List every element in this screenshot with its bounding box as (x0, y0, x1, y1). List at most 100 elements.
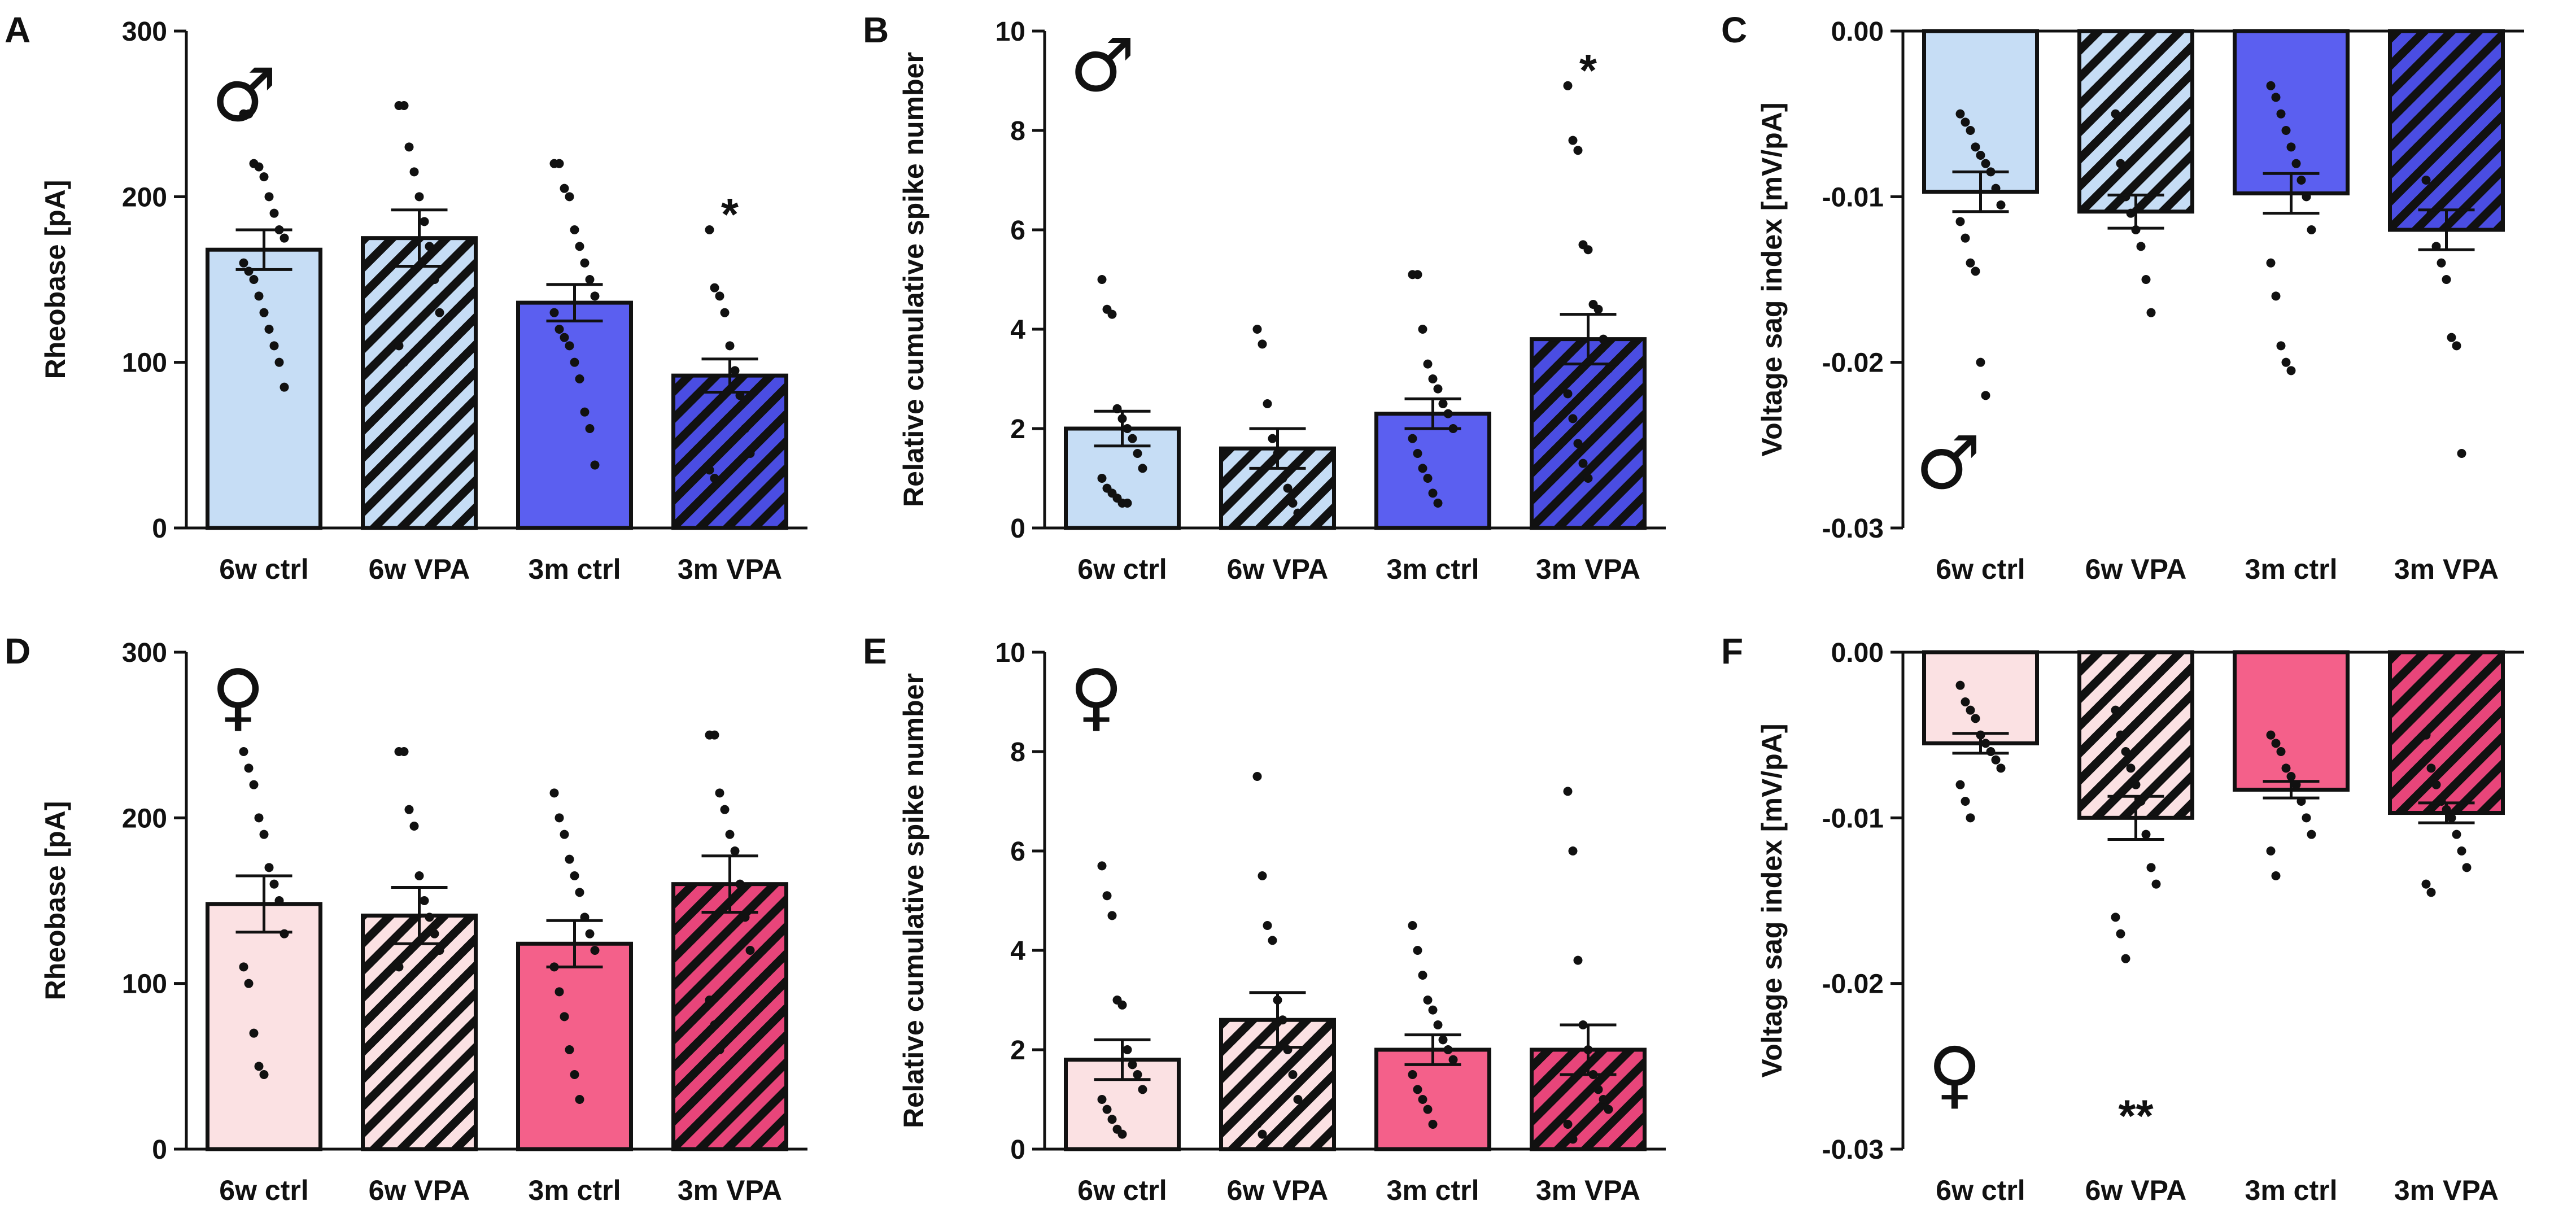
data-point (2421, 176, 2431, 185)
data-point (565, 1045, 574, 1054)
data-point (280, 382, 289, 392)
data-point (2266, 846, 2276, 855)
data-point (710, 1020, 719, 1029)
y-axis-label: Rheobase [pA] (40, 180, 71, 379)
y-axis-label: Voltage sag index [mV/pA] (1756, 724, 1788, 1078)
data-point (1971, 714, 1980, 723)
bar (2233, 650, 2350, 792)
data-point (1423, 359, 1433, 369)
panel-letter: C (1721, 10, 1747, 50)
y-tick-label: -0.03 (1822, 514, 1884, 544)
data-point (2447, 813, 2456, 823)
data-point (425, 913, 434, 922)
y-tick-label: 300 (122, 638, 167, 668)
data-point (725, 830, 735, 839)
data-point (1996, 763, 2006, 773)
data-point (1133, 1070, 1142, 1079)
data-point (1955, 217, 1965, 226)
significance-marker: * (721, 189, 739, 239)
bar (1219, 446, 1336, 530)
data-point (2442, 275, 2451, 284)
data-point (1955, 780, 1965, 789)
bar (1922, 29, 2039, 194)
data-point (1138, 1085, 1147, 1094)
data-point (725, 341, 735, 351)
data-point (1428, 1120, 1438, 1129)
data-point (1288, 499, 1298, 508)
bar (2077, 29, 2194, 214)
data-point (394, 341, 404, 351)
data-point (1408, 921, 1417, 930)
data-point (2121, 192, 2130, 202)
data-point (1573, 955, 1583, 965)
y-axis-label: Relative cumulative spike number (898, 673, 929, 1128)
data-point (1568, 414, 1578, 424)
data-point (2281, 357, 2291, 367)
data-point (740, 913, 750, 922)
data-point (2271, 93, 2281, 102)
data-point (1966, 258, 1975, 268)
data-point (1971, 142, 1980, 152)
data-point (274, 896, 284, 905)
data-point (710, 474, 719, 483)
data-point (570, 225, 579, 234)
data-point (2421, 730, 2431, 740)
data-point (1433, 499, 1443, 508)
data-point (2457, 846, 2466, 855)
data-point (560, 1012, 569, 1022)
data-point (590, 291, 600, 301)
data-point (570, 357, 579, 367)
bar (361, 913, 478, 1151)
data-point (404, 142, 414, 152)
y-tick-label: 300 (122, 17, 167, 47)
panel-F: F Voltage sag index [mV/pA] 0.00 -0.01 -0.02… (1721, 631, 2524, 1206)
data-point (274, 357, 284, 367)
bar (516, 300, 633, 530)
data-point (1123, 424, 1132, 433)
data-point (1097, 1095, 1107, 1104)
x-tick-label: 6w VPA (2085, 1175, 2187, 1206)
data-point (1258, 871, 1267, 880)
data-point (745, 449, 755, 458)
data-point (2421, 879, 2431, 889)
x-tick-label: 3m VPA (1536, 1175, 1640, 1206)
data-point (705, 225, 714, 234)
data-point (2281, 126, 2291, 135)
data-point (1568, 1134, 1578, 1144)
x-tick-label: 3m ctrl (2245, 1175, 2338, 1206)
data-point (249, 275, 259, 284)
data-point (394, 962, 404, 972)
bar (2077, 650, 2194, 820)
data-point (244, 109, 254, 119)
data-point (2271, 739, 2281, 748)
data-point (2426, 763, 2436, 773)
data-point (575, 888, 584, 897)
x-tick-label: 6w VPA (369, 1175, 470, 1206)
data-point (1097, 474, 1107, 483)
y-tick-label: -0.02 (1822, 348, 1884, 378)
data-point (239, 258, 248, 268)
data-point (2111, 109, 2120, 119)
data-point (1966, 705, 1975, 715)
data-point (730, 846, 740, 855)
data-point (1573, 146, 1583, 155)
data-point (2276, 341, 2286, 351)
data-point (1268, 434, 1277, 443)
data-point (264, 192, 274, 202)
data-point (1573, 439, 1583, 448)
x-tick-label: 3m VPA (678, 553, 782, 585)
x-tick-label: 6w VPA (1227, 553, 1329, 585)
x-tick-label: 6w VPA (2085, 553, 2187, 585)
bar (2388, 29, 2505, 232)
data-point (1258, 1129, 1267, 1139)
data-point (575, 374, 584, 383)
data-point (2121, 954, 2130, 963)
panel-A: A Rheobase [pA] 0 100 200 300 6w ctrl 6w VPA 3m … (5, 10, 807, 585)
data-point (1408, 1070, 1417, 1079)
y-tick-label: 100 (122, 970, 167, 999)
data-point (1961, 233, 1970, 243)
data-point (565, 341, 574, 351)
data-point (1252, 1120, 1262, 1129)
data-point (2431, 780, 2441, 789)
data-point (254, 291, 264, 301)
